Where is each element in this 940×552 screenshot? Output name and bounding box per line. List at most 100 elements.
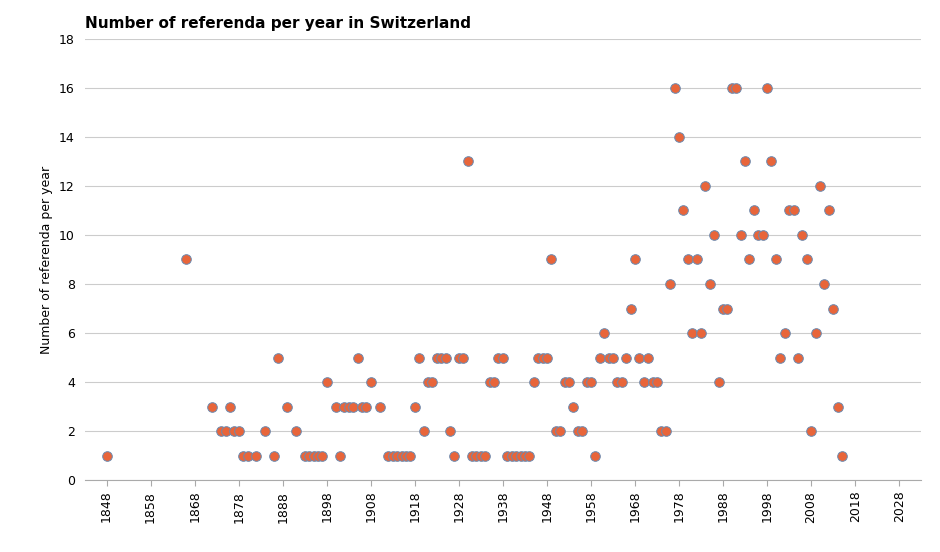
- Point: [781, 206, 796, 215]
- Point: [363, 378, 378, 386]
- Point: [764, 157, 779, 166]
- Point: [451, 353, 466, 362]
- Point: [667, 83, 682, 92]
- Point: [610, 378, 625, 386]
- Point: [728, 83, 744, 92]
- Point: [544, 255, 559, 264]
- Point: [416, 427, 431, 436]
- Point: [825, 304, 840, 313]
- Point: [566, 402, 581, 411]
- Point: [791, 353, 806, 362]
- Point: [320, 378, 335, 386]
- Point: [786, 206, 801, 215]
- Point: [760, 83, 775, 92]
- Point: [231, 427, 246, 436]
- Y-axis label: Number of referenda per year: Number of referenda per year: [40, 166, 54, 353]
- Point: [289, 427, 304, 436]
- Point: [425, 378, 440, 386]
- Point: [658, 427, 673, 436]
- Point: [266, 452, 281, 460]
- Point: [461, 157, 476, 166]
- Point: [671, 132, 686, 141]
- Point: [557, 378, 572, 386]
- Point: [605, 353, 620, 362]
- Point: [271, 353, 286, 362]
- Point: [592, 353, 607, 362]
- Point: [302, 452, 317, 460]
- Point: [614, 378, 629, 386]
- Point: [213, 427, 228, 436]
- Point: [333, 452, 348, 460]
- Point: [654, 427, 669, 436]
- Point: [808, 328, 823, 337]
- Point: [641, 353, 656, 362]
- Point: [799, 255, 814, 264]
- Point: [684, 328, 699, 337]
- Point: [535, 353, 550, 362]
- Point: [619, 353, 634, 362]
- Point: [804, 427, 819, 436]
- Point: [689, 255, 704, 264]
- Point: [337, 402, 352, 411]
- Point: [500, 452, 515, 460]
- Point: [310, 452, 325, 460]
- Point: [768, 255, 783, 264]
- Point: [632, 353, 647, 362]
- Point: [540, 353, 555, 362]
- Point: [697, 182, 713, 190]
- Point: [346, 402, 361, 411]
- Point: [777, 328, 792, 337]
- Point: [817, 279, 832, 288]
- Point: [553, 427, 568, 436]
- Point: [464, 452, 479, 460]
- Point: [223, 402, 238, 411]
- Point: [478, 452, 493, 460]
- Point: [482, 378, 497, 386]
- Point: [341, 402, 356, 411]
- Point: [715, 304, 730, 313]
- Point: [381, 452, 396, 460]
- Point: [751, 231, 766, 240]
- Point: [504, 452, 519, 460]
- Point: [306, 452, 321, 460]
- Point: [725, 83, 740, 92]
- Point: [681, 255, 696, 264]
- Point: [227, 427, 242, 436]
- Point: [597, 328, 612, 337]
- Point: [218, 427, 233, 436]
- Point: [526, 378, 541, 386]
- Point: [548, 427, 563, 436]
- Point: [487, 378, 502, 386]
- Point: [99, 452, 114, 460]
- Point: [385, 452, 400, 460]
- Point: [822, 206, 837, 215]
- Point: [205, 402, 220, 411]
- Point: [795, 231, 810, 240]
- Point: [438, 353, 453, 362]
- Point: [315, 452, 330, 460]
- Point: [733, 231, 748, 240]
- Point: [694, 328, 709, 337]
- Point: [354, 402, 369, 411]
- Point: [394, 452, 409, 460]
- Point: [240, 452, 255, 460]
- Point: [513, 452, 528, 460]
- Point: [443, 427, 458, 436]
- Point: [420, 378, 435, 386]
- Point: [517, 452, 532, 460]
- Point: [645, 378, 660, 386]
- Point: [574, 427, 589, 436]
- Point: [742, 255, 757, 264]
- Point: [509, 452, 524, 460]
- Point: [328, 402, 343, 411]
- Point: [430, 353, 445, 362]
- Point: [601, 353, 616, 362]
- Point: [636, 378, 651, 386]
- Point: [372, 402, 387, 411]
- Point: [390, 452, 405, 460]
- Point: [773, 353, 788, 362]
- Point: [495, 353, 510, 362]
- Point: [707, 231, 722, 240]
- Point: [579, 378, 594, 386]
- Point: [830, 402, 845, 411]
